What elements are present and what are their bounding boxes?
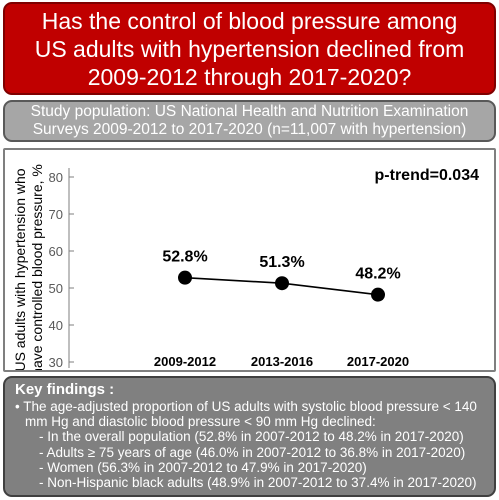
data-label: 51.3% (259, 254, 304, 271)
y-axis-label: US adults with hypertension who have cont… (12, 164, 45, 370)
y-axis-label-line: US adults with hypertension who (12, 168, 28, 370)
title-line: Has the control of blood pressure among (41, 7, 458, 34)
data-point (371, 287, 385, 302)
y-tick-label: 70 (49, 207, 63, 222)
data-points (178, 270, 385, 302)
title-line: 2009-2012 through 2017-2020? (87, 63, 412, 90)
key-findings-heading: Key findings : (15, 381, 115, 398)
line-chart-panel: US adults with hypertension who have cont… (3, 148, 496, 372)
y-tick-label: 30 (49, 355, 63, 370)
data-labels: 52.8% 51.3% 48.2% (162, 249, 400, 283)
title-line: US adults with hypertension declined fro… (34, 35, 465, 62)
data-label: 52.8% (162, 249, 207, 266)
x-tick-label: 2009-2012 (154, 354, 216, 369)
study-population-line: Surveys 2009-2012 to 2017-2020 (n=11,007… (32, 121, 467, 138)
key-findings-bullet: • The age-adjusted proportion of US adul… (15, 399, 477, 430)
key-finding-item: - In the overall population (52.8% in 20… (39, 429, 464, 445)
study-population-line: Study population: US National Health and… (30, 103, 469, 120)
y-tick-label: 80 (49, 170, 63, 185)
line-chart: US adults with hypertension who have cont… (12, 164, 480, 370)
x-tick-label: 2013-2016 (251, 354, 313, 369)
y-tick-label: 40 (49, 318, 63, 333)
y-tick-label: 60 (49, 244, 63, 259)
key-finding-item: - Adults ≥ 75 years of age (46.0% in 200… (39, 444, 466, 460)
data-point (178, 270, 192, 285)
x-axis-ticks: 2009-2012 2013-2016 2017-2020 (154, 354, 409, 369)
y-axis-ticks: 80 70 60 50 40 30 (49, 170, 74, 370)
title-banner: Has the control of blood pressure among … (3, 2, 496, 95)
x-tick-label: 2017-2020 (347, 354, 409, 369)
y-axis-label-line: have controlled blood pressure, % (29, 164, 45, 370)
data-label: 48.2% (355, 266, 400, 283)
study-population-banner: Study population: US National Health and… (3, 100, 496, 142)
data-point (275, 276, 289, 291)
key-findings-panel: Key findings : • The age-adjusted propor… (3, 376, 496, 497)
key-finding-item: - Women (56.3% in 2007-2012 to 47.9% in … (39, 459, 367, 475)
y-tick-label: 50 (49, 281, 63, 296)
key-finding-item: - Non-Hispanic black adults (48.9% in 20… (39, 475, 477, 491)
p-trend-annotation: p-trend=0.034 (375, 167, 480, 184)
